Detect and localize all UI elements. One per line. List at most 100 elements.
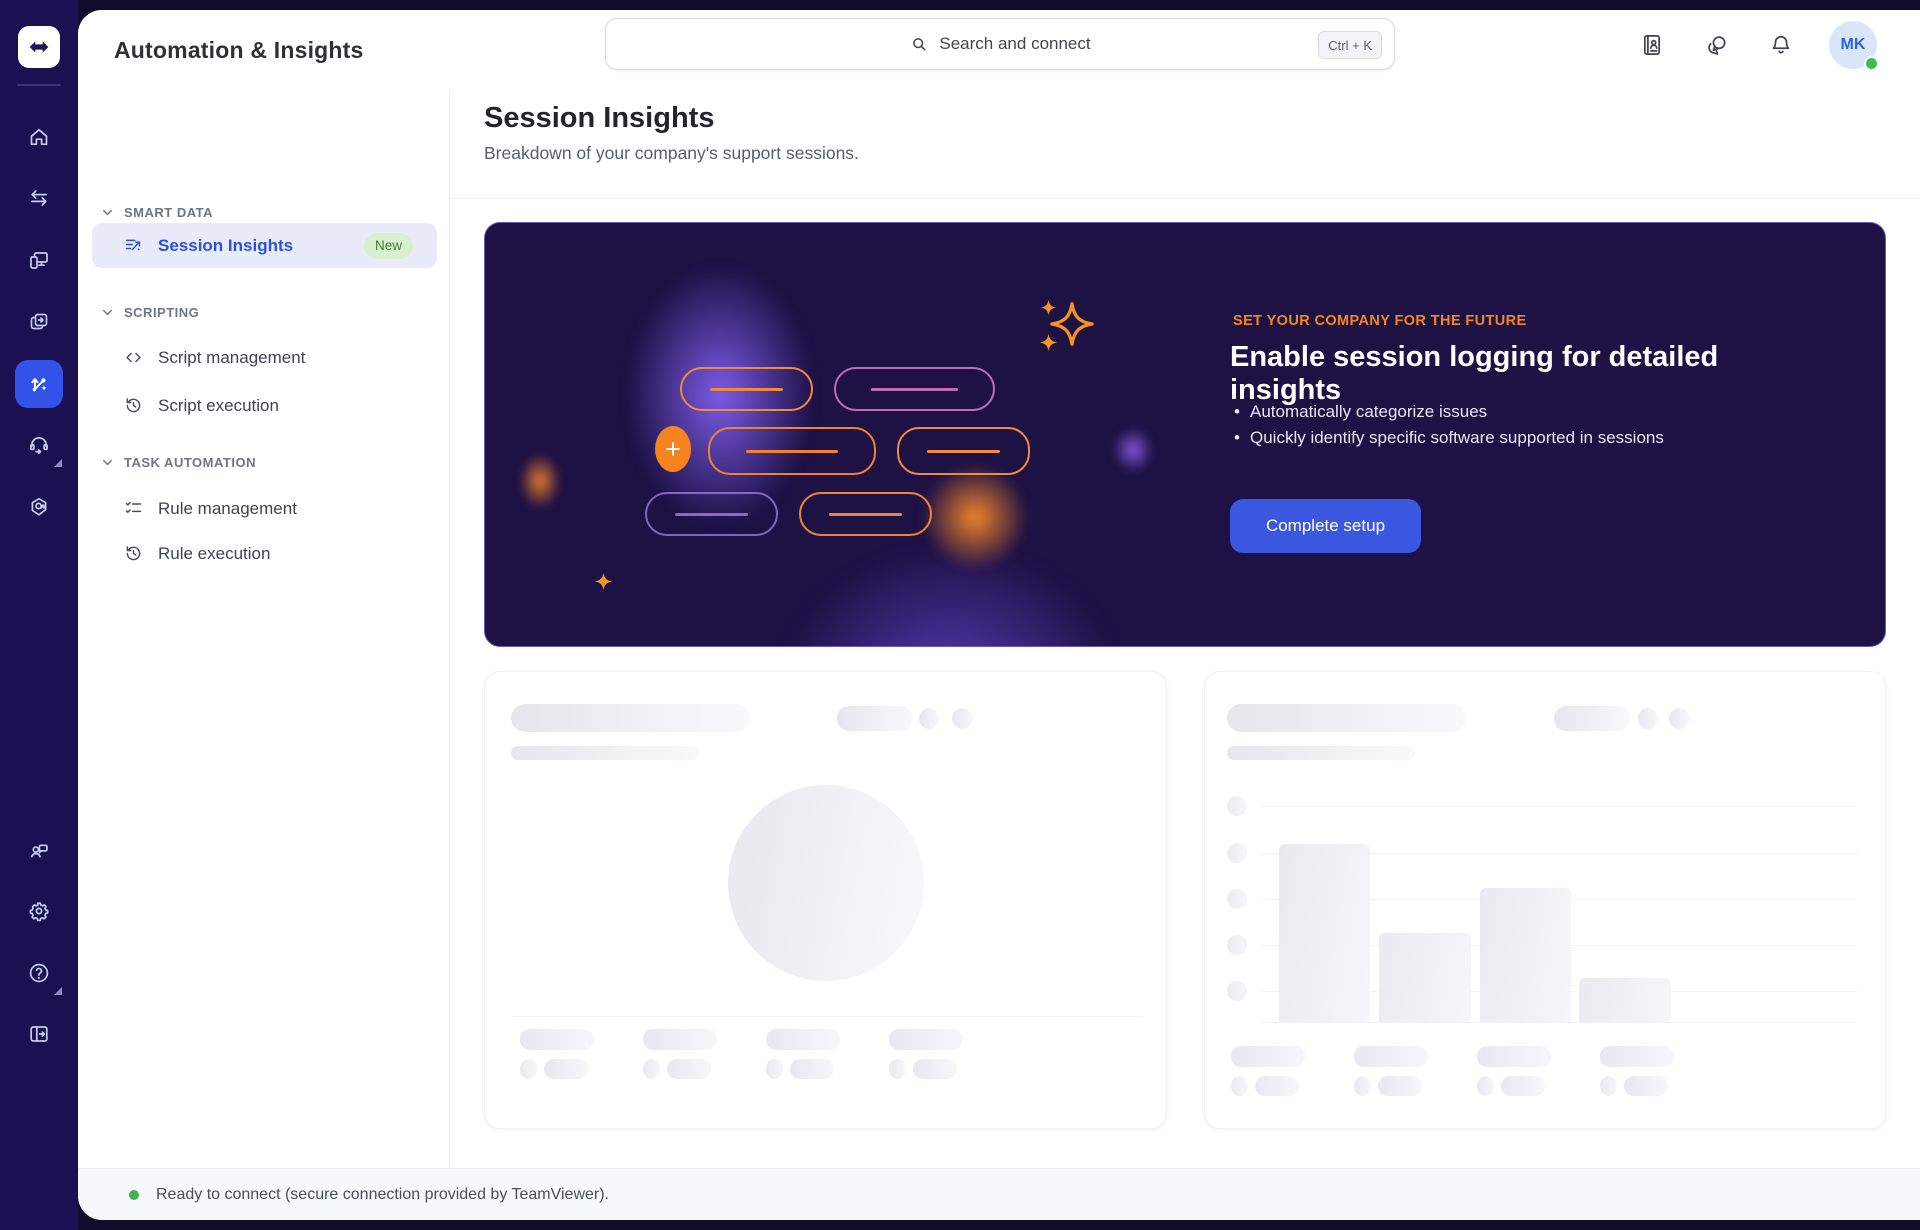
- skeleton-action-dot: [1638, 708, 1658, 729]
- app-window: Automation & Insights Search and connect…: [78, 10, 1920, 1220]
- header-divider: [450, 198, 1920, 199]
- skeleton-legend-mini-pill: [544, 1059, 588, 1079]
- page-title: Session Insights: [484, 102, 715, 134]
- sidebar-item-label: Rule management: [158, 498, 297, 518]
- remote-windows-icon[interactable]: [19, 302, 59, 342]
- skeleton-legend-mini-pill: [1624, 1076, 1668, 1096]
- skeleton-legend-group: [520, 1029, 594, 1079]
- service-queue-submenu-indicator: [54, 459, 62, 467]
- rail-divider: [17, 84, 61, 86]
- exit-icon[interactable]: [19, 1014, 59, 1054]
- banner-bullet-list: Automatically categorize issues Quickly …: [1230, 399, 1664, 451]
- skeleton-bar: [1480, 888, 1571, 1022]
- icon-rail: [0, 0, 78, 1230]
- skeleton-legend-group: [889, 1029, 963, 1079]
- search-input[interactable]: Search and connect Ctrl + K: [605, 18, 1395, 70]
- search-placeholder: Search and connect: [939, 34, 1091, 53]
- skeleton-legend-pill: [1231, 1046, 1305, 1067]
- devices-icon[interactable]: [19, 240, 59, 280]
- skeleton-legend-dot: [1231, 1076, 1248, 1096]
- session-recording-icon[interactable]: [19, 487, 59, 527]
- sidebar-item-script-management[interactable]: Script management: [92, 335, 437, 380]
- skeleton-title: [511, 704, 750, 732]
- sidebar: SMART DATA Session Insights New SCRIPTIN…: [78, 90, 450, 1168]
- sidebar-item-session-insights[interactable]: Session Insights New: [92, 223, 437, 268]
- teamviewer-logo[interactable]: [18, 26, 60, 68]
- community-icon[interactable]: [19, 828, 59, 868]
- address-book-icon[interactable]: [1639, 32, 1665, 58]
- service-queue-icon[interactable]: [19, 425, 59, 465]
- skeleton-axis-tick: [1227, 935, 1247, 955]
- section-label: SCRIPTING: [124, 304, 200, 320]
- skeleton-legend-pill: [889, 1029, 963, 1050]
- skeleton-axis-tick: [1227, 796, 1247, 816]
- status-text: Ready to connect (secure connection prov…: [156, 1185, 609, 1203]
- app-title: Automation & Insights: [114, 36, 364, 63]
- avatar[interactable]: MK: [1829, 21, 1879, 71]
- sparkle-icon-large: [1050, 302, 1094, 346]
- skeleton-action-dot: [952, 708, 973, 729]
- skeleton-filter-pill: [1554, 706, 1630, 731]
- skeleton-legend-group: [1231, 1046, 1305, 1096]
- section-smart-data[interactable]: SMART DATA: [100, 200, 213, 224]
- skeleton-divider: [511, 1016, 1142, 1017]
- sidebar-item-label: Script management: [158, 347, 306, 367]
- skeleton-card-bars: [1204, 671, 1886, 1129]
- home-icon[interactable]: [19, 117, 59, 157]
- skeleton-subtitle: [511, 746, 699, 760]
- skeleton-bar: [1279, 844, 1370, 1022]
- section-task-automation[interactable]: TASK AUTOMATION: [100, 450, 256, 474]
- skeleton-legend-pill: [1354, 1046, 1428, 1067]
- skeleton-legend-group: [1477, 1046, 1551, 1096]
- bell-icon[interactable]: [1768, 32, 1794, 58]
- decor-pill: [645, 492, 778, 536]
- skeleton-filter-pill: [837, 706, 913, 731]
- chevron-down-icon: [103, 459, 112, 465]
- search-icon: [913, 38, 926, 51]
- sidebar-item-script-execution[interactable]: Script execution: [92, 383, 437, 428]
- online-status-dot: [1864, 56, 1879, 71]
- skeleton-legend-mini-pill: [790, 1059, 834, 1079]
- avatar-initials: MK: [1840, 36, 1866, 53]
- page-subtitle: Breakdown of your company's support sess…: [484, 143, 859, 163]
- skeleton-axis-tick: [1227, 843, 1247, 863]
- sparkle-icon-small: [594, 572, 613, 591]
- skeleton-bar: [1379, 933, 1471, 1022]
- double-arrow-icon: [29, 41, 49, 53]
- status-bar: Ready to connect (secure connection prov…: [78, 1168, 1920, 1220]
- skeleton-legend-dot: [1477, 1076, 1494, 1096]
- skeleton-bar: [1579, 978, 1671, 1022]
- checklist-icon: [125, 501, 142, 514]
- skeleton-legend-mini-pill: [667, 1059, 711, 1079]
- banner-heading: Enable session logging for detailed insi…: [1230, 341, 1719, 406]
- new-badge: New: [363, 232, 413, 259]
- skeleton-legend-mini-pill: [1378, 1076, 1422, 1096]
- skeleton-legend-group: [766, 1029, 840, 1079]
- sidebar-item-rule-management[interactable]: Rule management: [92, 486, 437, 531]
- history-icon: [126, 546, 141, 561]
- settings-gear-icon[interactable]: [19, 891, 59, 931]
- chat-icon[interactable]: [1704, 32, 1730, 58]
- help-icon[interactable]: [19, 953, 59, 993]
- skeleton-axis-tick: [1227, 889, 1247, 909]
- skeleton-legend-group: [1600, 1046, 1674, 1096]
- connections-icon[interactable]: [19, 178, 59, 218]
- banner-bullet: Automatically categorize issues: [1230, 399, 1664, 425]
- banner-bullet: Quickly identify specific software suppo…: [1230, 425, 1664, 451]
- section-scripting[interactable]: SCRIPTING: [100, 300, 199, 324]
- skeleton-legend: [520, 1029, 963, 1079]
- header: Automation & Insights Search and connect…: [78, 10, 1920, 90]
- skeleton-legend-group: [643, 1029, 717, 1079]
- automation-icon-active[interactable]: [15, 360, 63, 408]
- banner-eyebrow: SET YOUR COMPANY FOR THE FUTURE: [1233, 313, 1527, 329]
- decor-blob-violet-small: [1107, 421, 1159, 479]
- skeleton-gridline: [1261, 806, 1857, 807]
- skeleton-legend-group: [1354, 1046, 1428, 1096]
- skeleton-subtitle: [1227, 746, 1415, 760]
- help-submenu-indicator: [54, 987, 62, 995]
- sidebar-item-rule-execution[interactable]: Rule execution: [92, 531, 437, 576]
- skeleton-legend-mini-pill: [913, 1059, 957, 1079]
- plus-icon: +: [655, 426, 691, 472]
- complete-setup-button[interactable]: Complete setup: [1230, 499, 1421, 553]
